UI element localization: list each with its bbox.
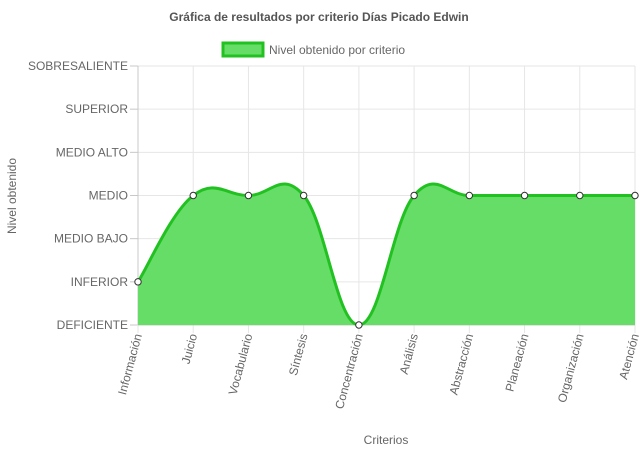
x-tick-label: Vocabulario (226, 332, 256, 397)
x-tick-label: Atención (616, 332, 639, 381)
x-tick-label: Juicio (179, 332, 201, 366)
x-tick-label: Información (115, 332, 145, 396)
data-point[interactable] (465, 191, 474, 200)
legend[interactable]: Nivel obtenido por criterio (221, 41, 405, 58)
y-tick-label: SOBRESALIENTE (28, 59, 128, 73)
x-tick-label: Concentración (332, 332, 366, 410)
data-point[interactable] (355, 321, 363, 329)
area-fill (138, 183, 635, 325)
y-axis-title: Nivel obtenido (5, 158, 19, 234)
x-tick-label: Organización (555, 332, 587, 404)
legend-swatch (221, 41, 265, 58)
plot-area (136, 182, 635, 327)
y-axis-ticks: DEFICIENTE INFERIOR MEDIO BAJO MEDIO MEDIO A… (28, 59, 128, 332)
data-point[interactable] (631, 191, 639, 200)
data-point[interactable] (189, 191, 197, 200)
y-tick-label: MEDIO ALTO (56, 145, 128, 159)
x-tick-label: Síntesis (286, 332, 311, 377)
legend-label: Nivel obtenido por criterio (269, 43, 405, 57)
x-tick-label: Planeación (503, 332, 532, 393)
data-points[interactable] (134, 191, 639, 329)
data-point[interactable] (410, 191, 418, 200)
y-tick-label: DEFICIENTE (57, 318, 128, 332)
data-point[interactable] (576, 191, 584, 200)
data-point[interactable] (520, 191, 529, 200)
chart-title: Gráfica de resultados por criterio Días … (169, 10, 468, 24)
y-tick-label: MEDIO BAJO (54, 232, 128, 246)
x-axis-ticks: Información Juicio Vocabulario Síntesis Conc… (115, 332, 639, 411)
data-point[interactable] (134, 278, 142, 286)
x-axis-title: Criterios (364, 433, 409, 447)
x-tick-label: Abstracción (446, 332, 476, 396)
y-tick-label: INFERIOR (71, 275, 129, 289)
y-tick-label: SUPERIOR (65, 102, 128, 116)
data-point[interactable] (244, 191, 253, 200)
y-tick-label: MEDIO (89, 189, 128, 203)
series-line (136, 182, 635, 327)
x-tick-label: Análisis (397, 332, 421, 376)
data-point[interactable] (299, 191, 308, 200)
